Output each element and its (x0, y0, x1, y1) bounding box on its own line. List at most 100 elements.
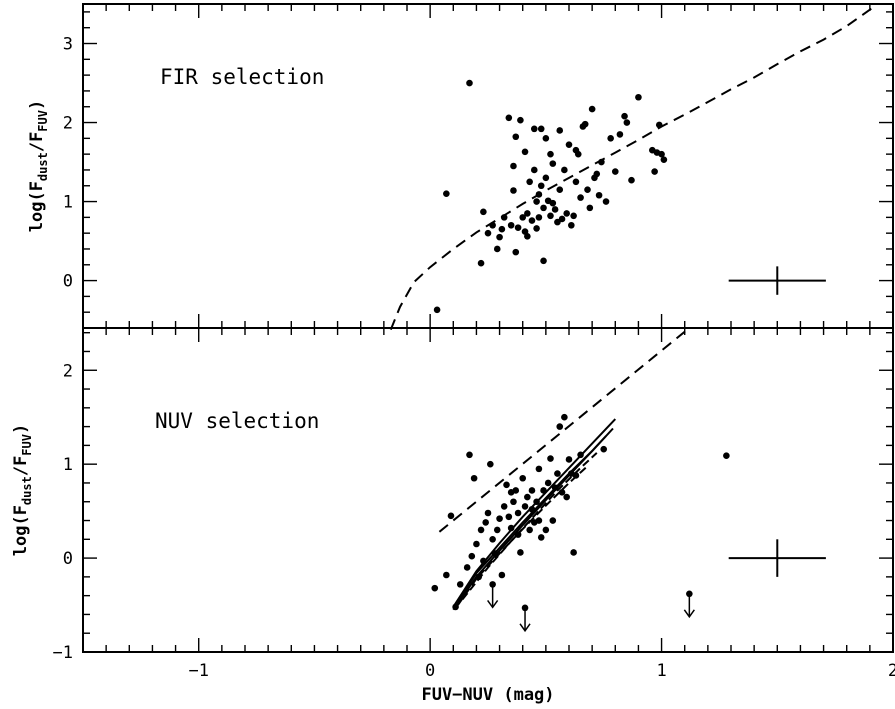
data-point (526, 178, 533, 186)
data-point (572, 146, 580, 154)
data-point (544, 479, 552, 487)
x-tick-label: −1 (188, 661, 208, 681)
panel-annotation: FIR selection (160, 65, 324, 89)
data-point (466, 79, 473, 87)
data-point (623, 119, 631, 126)
data-point (530, 166, 538, 174)
upper-limit-arrowhead (487, 599, 499, 609)
data-point (466, 451, 473, 459)
x-axis-label: FUV−NUV (mag) (421, 685, 554, 705)
tick-marks (83, 328, 893, 652)
data-point (482, 519, 489, 526)
data-point (651, 168, 658, 175)
y-tick-label: 2 (63, 114, 73, 134)
data-point (549, 160, 557, 167)
data-point (507, 221, 515, 229)
y-tick-label: 0 (63, 549, 73, 569)
data-point (568, 221, 575, 229)
data-point (535, 465, 543, 473)
data-point (598, 158, 605, 166)
data-point (533, 225, 540, 232)
y-tick-label: −1 (53, 643, 73, 663)
data-point (519, 474, 527, 482)
data-point (607, 135, 614, 142)
x-tick-label: 2 (888, 661, 895, 681)
data-point (537, 182, 545, 190)
data-point (510, 187, 517, 194)
data-point (586, 204, 594, 212)
data-point (549, 517, 557, 524)
data-point (528, 505, 536, 513)
data-points-group (433, 79, 826, 314)
data-point (563, 493, 570, 501)
data-point (655, 121, 663, 129)
data-point (468, 552, 476, 560)
data-point (512, 248, 520, 256)
data-point (628, 176, 635, 184)
data-point (593, 170, 601, 178)
data-point (491, 550, 499, 557)
model-curve (457, 465, 589, 606)
data-point (554, 470, 561, 477)
data-point (524, 233, 531, 240)
tick-labels-group: 0 1 2 3 (63, 35, 73, 292)
data-point (537, 125, 545, 133)
data-point (611, 168, 619, 175)
data-point (540, 487, 547, 494)
panel-annotation: NUV selection (155, 409, 319, 433)
data-point (549, 199, 557, 207)
data-point (475, 573, 483, 581)
data-point (510, 162, 517, 170)
data-point (535, 517, 543, 524)
data-point (489, 221, 496, 229)
data-point (484, 509, 492, 517)
data-point (473, 540, 480, 548)
y-tick-label: 3 (63, 35, 73, 55)
data-point (556, 423, 564, 430)
data-point (572, 178, 580, 186)
data-point (514, 224, 522, 231)
model-curve-dashed (438, 327, 690, 533)
data-point (510, 498, 517, 506)
data-point (556, 186, 564, 194)
data-point (505, 513, 513, 521)
data-point (621, 112, 628, 120)
tick-marks (83, 4, 893, 328)
data-point (565, 141, 573, 148)
data-point (507, 489, 515, 496)
data-point (595, 191, 603, 199)
data-point (517, 116, 524, 124)
y-tick-label: 1 (63, 455, 73, 475)
data-point (493, 526, 501, 534)
data-point (480, 208, 487, 216)
data-point (547, 212, 554, 220)
data-point (635, 93, 642, 101)
data-point (496, 515, 503, 522)
data-point (484, 229, 492, 237)
data-point (500, 503, 508, 510)
data-point (563, 210, 570, 217)
tick-labels-group: −1 0 1 2 −1 0 1 2 (53, 361, 895, 681)
data-point (551, 206, 559, 213)
data-point (547, 455, 554, 462)
data-point (526, 526, 533, 534)
data-point (498, 571, 506, 579)
data-point (565, 456, 573, 463)
data-point (535, 191, 543, 198)
y-tick-label: 2 (63, 361, 73, 381)
data-point (505, 114, 513, 122)
model-curve-dashed (389, 7, 873, 330)
x-tick-label: 1 (656, 661, 666, 681)
data-point (512, 133, 520, 141)
data-point (658, 150, 665, 158)
upper-limit-arrowhead (683, 609, 695, 619)
y-tick-label: 1 (63, 193, 73, 213)
data-point (572, 472, 580, 479)
data-point (524, 210, 531, 217)
data-point (496, 233, 503, 241)
y-axis-label: log(Fdust/FFUV) (11, 424, 34, 557)
data-point (447, 512, 455, 520)
data-point (551, 484, 559, 491)
y-axis-label: log(Fdust/FFUV) (27, 100, 50, 233)
data-point (616, 131, 624, 138)
